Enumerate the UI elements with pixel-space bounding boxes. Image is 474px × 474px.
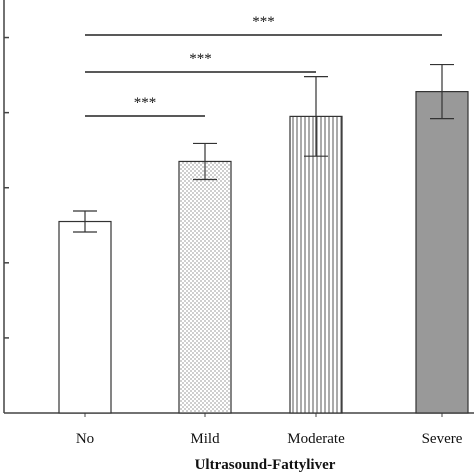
bar-mild — [178, 160, 232, 414]
x-tick-label-severe: Severe — [422, 431, 463, 447]
bar-no — [58, 220, 112, 414]
bars — [58, 91, 469, 414]
x-tick-label-no: No — [76, 431, 94, 447]
error-bar-mild — [193, 142, 217, 181]
error-bars — [73, 63, 454, 233]
significance-label: *** — [134, 95, 157, 111]
significance-bracket: *** — [85, 51, 316, 73]
x-tick-label-moderate: Moderate — [287, 431, 345, 447]
error-bar-severe — [430, 63, 454, 120]
error-bar-moderate — [304, 75, 328, 157]
significance-bracket: *** — [85, 95, 205, 117]
x-tick-labels: No Mild Moderate Severe — [76, 431, 463, 447]
significance-brackets: *** *** *** — [85, 14, 442, 117]
bar-severe — [415, 91, 469, 414]
significance-bracket: *** — [85, 14, 442, 36]
error-bar-no — [73, 210, 97, 233]
x-axis-title: Ultrasound-Fattyliver — [195, 457, 336, 473]
significance-label: *** — [252, 14, 275, 30]
significance-label: *** — [189, 51, 212, 67]
x-tick-label-mild: Mild — [190, 431, 220, 447]
bar-moderate — [289, 115, 343, 414]
